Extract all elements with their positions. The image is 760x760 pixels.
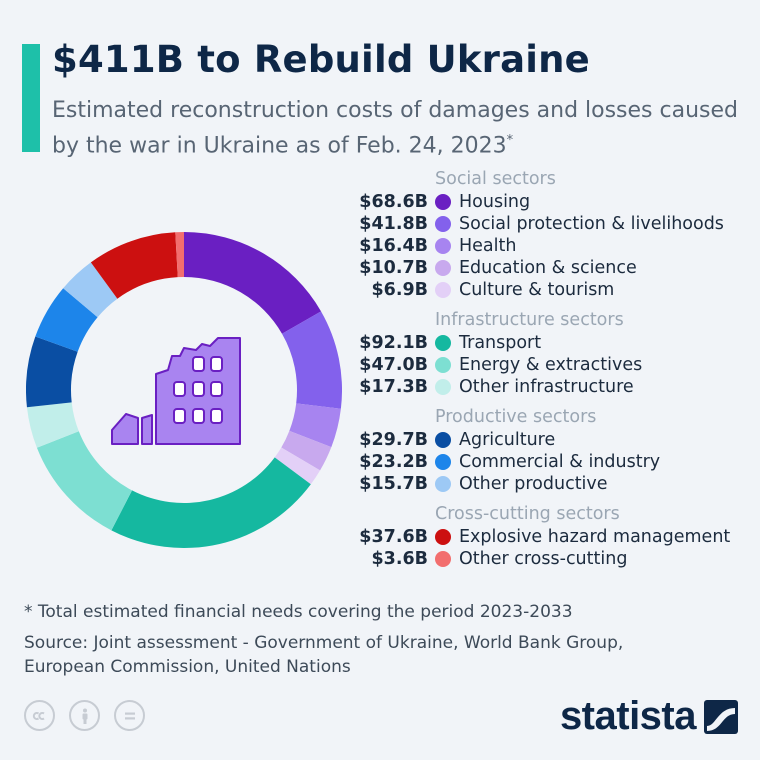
legend-label: Other productive [459,474,608,494]
damaged-building-icon [111,337,241,445]
legend-label: Energy & extractives [459,355,643,375]
legend-value: $37.6B [359,527,428,547]
chart-legend: Social sectors $68.6B Housing $41.8B Social … [352,168,752,570]
slice-other-productive [63,262,118,318]
slice-culture-and-tourism [274,447,321,485]
legend-item-health: $16.4B Health [352,235,752,257]
legend-item-housing: $68.6B Housing [352,191,752,213]
legend-swatch [435,379,451,395]
chart-subtitle: Estimated reconstruction costs of damage… [52,96,742,161]
legend-label: Commercial & industry [459,452,661,472]
subtitle-text: Estimated reconstruction costs of damage… [52,98,738,159]
legend-item-transport: $92.1B Transport [352,332,752,354]
license-icons [24,700,145,731]
legend-swatch [435,476,451,492]
slice-energy-and-extractives [36,431,133,531]
attribution-icon[interactable] [69,700,100,731]
legend-swatch [435,551,451,567]
legend-item-other-productive: $15.7B Other productive [352,473,752,495]
slice-commercial-and-industry [35,288,98,352]
footnote: * Total estimated financial needs coveri… [24,602,573,622]
legend-value: $23.2B [359,452,428,472]
legend-item-explosive-hazard-management: $37.6B Explosive hazard management [352,526,752,548]
donut-slices [26,232,342,548]
legend-swatch [435,529,451,545]
legend-value: $17.3B [359,377,428,397]
donut-chart [26,232,342,548]
statista-logo-icon [704,699,738,734]
legend-swatch [435,216,451,232]
legend-item-education-and-science: $10.7B Education & science [352,257,752,279]
legend-item-commercial-and-industry: $23.2B Commercial & industry [352,451,752,473]
legend-swatch [435,335,451,351]
legend-value: $29.7B [359,430,428,450]
slice-other-infrastructure [26,402,79,448]
legend-item-other-cross-cutting: $3.6B Other cross-cutting [352,548,752,570]
slice-other-cross-cutting [175,232,184,278]
chart-title: $411B to Rebuild Ukraine [52,38,590,81]
legend-swatch [435,260,451,276]
legend-value: $15.7B [359,474,428,494]
legend-group-social-sectors: Social sectors [435,169,556,189]
legend-value: $16.4B [359,236,428,256]
legend-label: Other infrastructure [459,377,634,397]
slice-social-protection-and-livelihoods [282,311,342,409]
slice-transport [111,457,311,548]
legend-value: $68.6B [359,192,428,212]
legend-group-cross-cutting-sectors: Cross-cutting sectors [435,504,620,524]
legend-swatch [435,194,451,210]
legend-value: $10.7B [359,258,428,278]
statista-brand[interactable]: statista [560,694,738,739]
legend-group-infrastructure-sectors: Infrastructure sectors [435,310,624,330]
source-note: Source: Joint assessment - Government of… [24,633,624,677]
legend-swatch [435,432,451,448]
legend-label: Explosive hazard management [459,527,731,547]
legend-label: Housing [459,192,531,212]
slice-agriculture [26,336,78,408]
legend-swatch [435,238,451,254]
legend-label: Health [459,236,517,256]
slice-explosive-hazard-management [90,232,178,299]
subtitle-footnote-marker: * [506,133,514,148]
legend-label: Culture & tourism [459,280,615,300]
slice-health [289,403,341,448]
legend-value: $92.1B [359,333,428,353]
legend-item-other-infrastructure: $17.3B Other infrastructure [352,376,752,398]
cc-icon[interactable] [24,700,55,731]
legend-group-productive-sectors: Productive sectors [435,407,597,427]
slice-housing [184,232,322,334]
legend-swatch [435,454,451,470]
legend-value: $41.8B [359,214,428,234]
legend-label: Transport [459,333,542,353]
legend-item-culture-and-tourism: $6.9B Culture & tourism [352,279,752,301]
legend-label: Other cross-cutting [459,549,628,569]
legend-label: Education & science [459,258,637,278]
legend-label: Agriculture [459,430,556,450]
legend-item-energy-and-extractives: $47.0B Energy & extractives [352,354,752,376]
no-derivatives-icon[interactable] [114,700,145,731]
legend-value: $47.0B [359,355,428,375]
legend-swatch [435,357,451,373]
brand-name: statista [559,694,697,738]
legend-item-social-protection-and-livelihoods: $41.8B Social protection & livelihoods [352,213,752,235]
accent-bar [22,44,40,152]
legend-value: $6.9B [371,280,428,300]
legend-swatch [435,282,451,298]
legend-value: $3.6B [371,549,428,569]
legend-label: Social protection & livelihoods [459,214,724,234]
legend-item-agriculture: $29.7B Agriculture [352,429,752,451]
slice-education-and-science [281,430,332,471]
